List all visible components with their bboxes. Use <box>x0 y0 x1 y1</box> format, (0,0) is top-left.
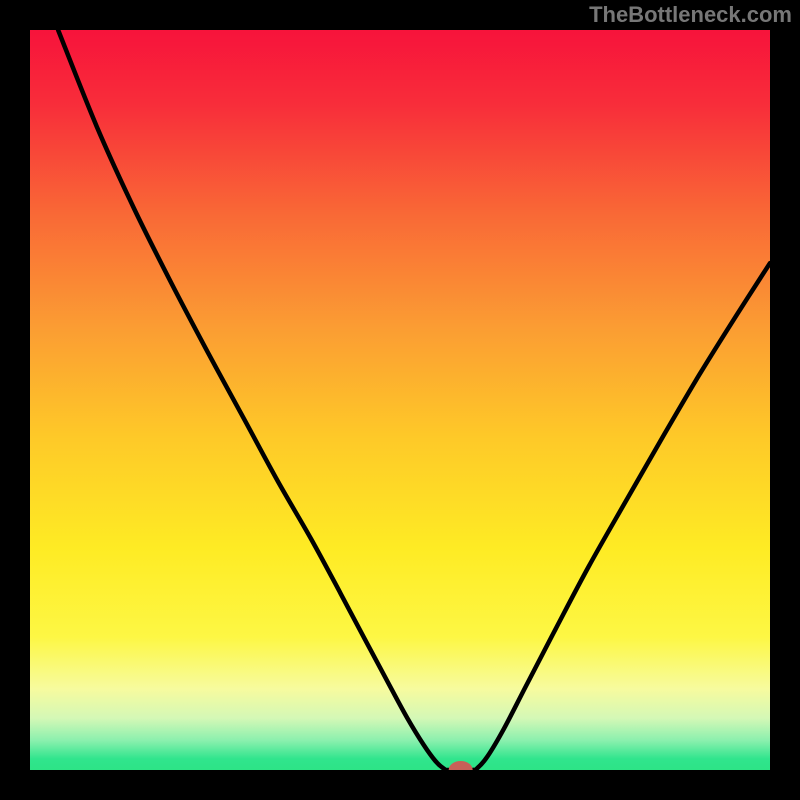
chart-container: { "watermark": { "text": "TheBottleneck.… <box>0 0 800 800</box>
watermark-text: TheBottleneck.com <box>589 2 792 28</box>
bottleneck-chart <box>0 0 800 800</box>
gradient-background <box>30 30 770 770</box>
